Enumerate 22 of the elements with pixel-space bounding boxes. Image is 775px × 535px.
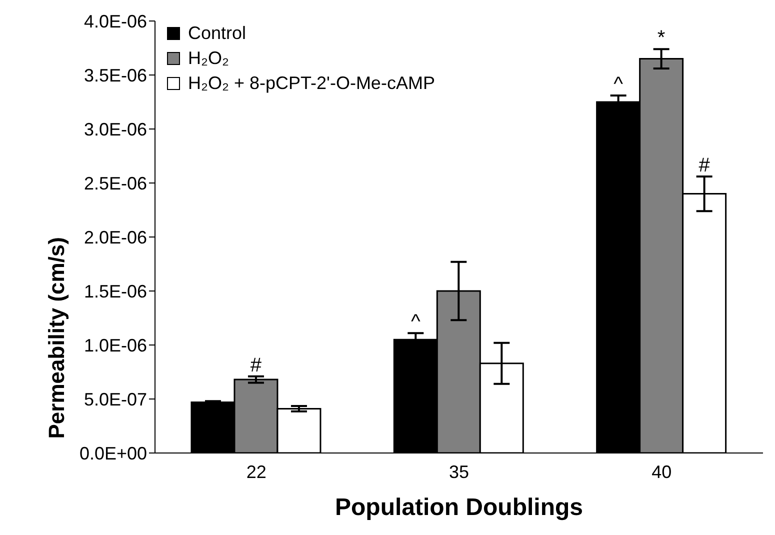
y-tick-label: 1.5E-06: [84, 281, 147, 302]
x-axis-title: Population Doublings: [335, 494, 583, 521]
x-tick-label: 22: [246, 462, 266, 482]
y-tick-label: 3.0E-06: [84, 119, 147, 140]
y-tick-label: 3.5E-06: [84, 65, 147, 86]
legend-label: H₂O₂: [188, 48, 229, 69]
annotation: ^: [410, 311, 421, 334]
x-tick-label: 35: [448, 462, 470, 482]
x-tick-label: 40: [652, 462, 672, 482]
legend-label: H₂O₂ + 8-pCPT-2'-O-Me-cAMP: [188, 73, 435, 94]
annotation: #: [698, 154, 711, 177]
y-tick-label: 2.5E-06: [84, 173, 147, 194]
annotation: ^: [614, 74, 624, 96]
annotation: #: [250, 354, 262, 376]
y-tick-label: 1.0E-06: [84, 335, 147, 356]
legend-label: Control: [188, 23, 246, 44]
y-tick-label: 2.0E-06: [84, 227, 147, 248]
y-axis-title: Permeability (cm/s): [44, 237, 69, 439]
annotation: *: [657, 27, 666, 50]
y-tick-label: 0.0E+00: [79, 443, 147, 464]
y-tick-label: 4.0E-06: [84, 11, 147, 32]
y-tick-label: 5.0E-07: [84, 389, 147, 410]
